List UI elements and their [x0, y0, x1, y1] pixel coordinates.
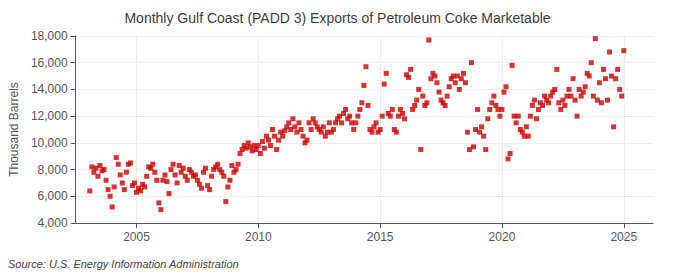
svg-text:2010: 2010	[245, 230, 272, 244]
svg-text:Thousand Barrels: Thousand Barrels	[7, 82, 21, 177]
svg-text:16,000: 16,000	[31, 56, 68, 70]
svg-text:2025: 2025	[610, 230, 637, 244]
svg-text:12,000: 12,000	[31, 109, 68, 123]
svg-text:4,000: 4,000	[38, 216, 68, 230]
svg-text:8,000: 8,000	[38, 163, 68, 177]
svg-text:Monthly Gulf Coast (PADD 3) Ex: Monthly Gulf Coast (PADD 3) Exports of P…	[124, 10, 550, 26]
svg-text:2020: 2020	[489, 230, 516, 244]
svg-text:Source: U.S. Energy Informatio: Source: U.S. Energy Information Administ…	[8, 258, 239, 270]
svg-text:6,000: 6,000	[38, 189, 68, 203]
svg-text:2015: 2015	[367, 230, 394, 244]
svg-text:14,000: 14,000	[31, 82, 68, 96]
svg-text:18,000: 18,000	[31, 29, 68, 43]
svg-text:2005: 2005	[123, 230, 150, 244]
svg-text:10,000: 10,000	[31, 136, 68, 150]
